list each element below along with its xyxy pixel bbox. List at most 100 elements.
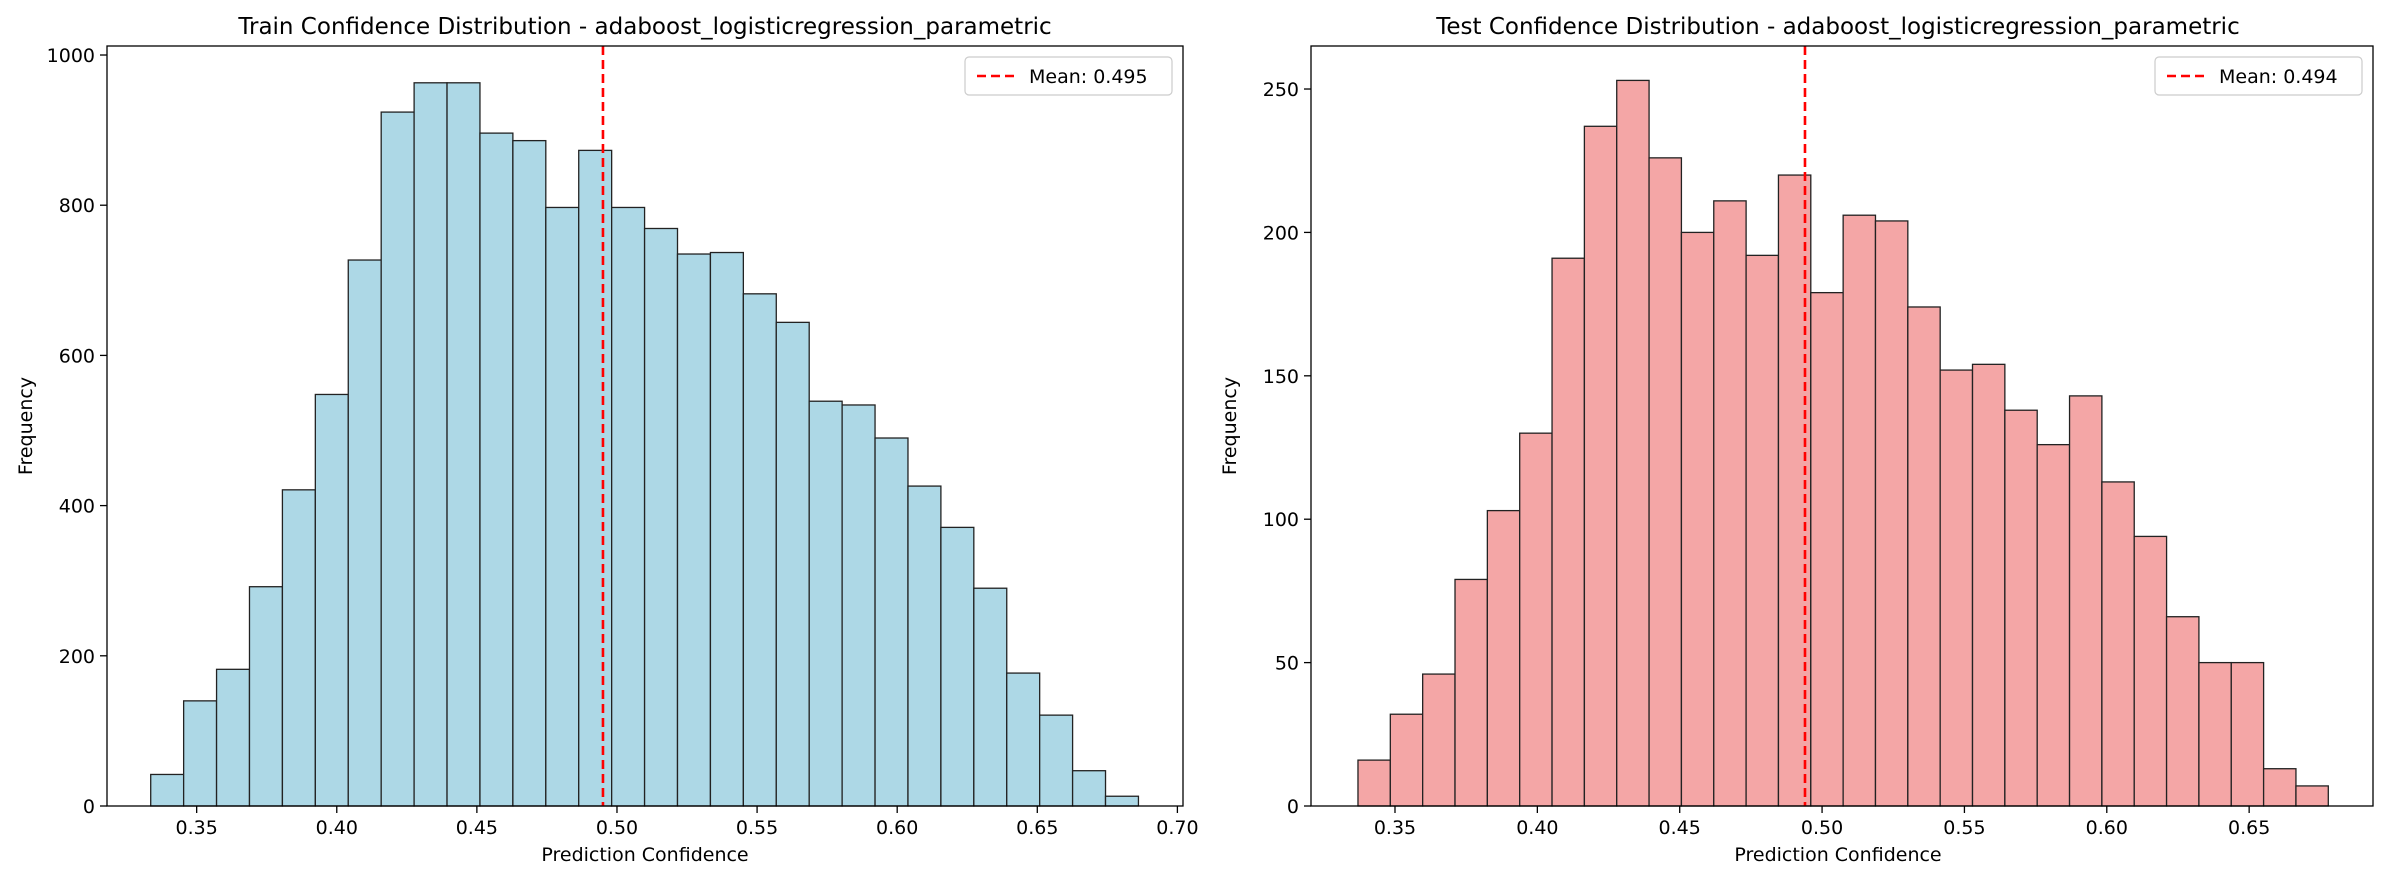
test-x-ticks: 0.35 0.40 0.45 0.50 0.55 0.60 0.65	[1374, 806, 2270, 839]
test-legend-box	[2154, 56, 2363, 96]
train-bar	[479, 132, 514, 807]
test-y-tick-label: 0	[1287, 796, 1299, 818]
test-bar	[1454, 578, 1489, 807]
test-legend: Mean: 0.494	[2154, 56, 2363, 96]
train-bar	[545, 206, 580, 807]
train-bar	[413, 82, 448, 807]
train-bar	[907, 485, 942, 807]
train-y-ticks: 0 200 400 600 800 1000	[47, 45, 107, 818]
test-bar	[1713, 200, 1747, 807]
test-y-tick-label: 250	[1263, 79, 1299, 101]
train-bar	[281, 489, 316, 807]
test-bar	[1389, 713, 1424, 807]
test-bar	[1551, 257, 1586, 807]
test-x-tick-label: 0.60	[2086, 817, 2128, 839]
train-bar	[446, 82, 481, 807]
train-legend-label: Mean: 0.495	[1029, 66, 1148, 88]
test-bar	[1648, 157, 1683, 807]
train-bar	[150, 773, 185, 807]
test-x-tick-label: 0.50	[1801, 817, 1843, 839]
train-bar	[1104, 795, 1140, 807]
test-bar	[1583, 125, 1618, 807]
train-bar	[940, 526, 975, 807]
train-x-tick-label: 0.60	[876, 817, 918, 839]
train-y-tick-label: 400	[59, 496, 95, 518]
test-bar	[2036, 443, 2071, 807]
train-bar	[742, 293, 777, 807]
test-bar	[2165, 616, 2200, 807]
test-y-tick-label: 150	[1263, 366, 1299, 388]
train-x-tick-label: 0.50	[596, 817, 638, 839]
train-chart-title: Train Confidence Distribution - adaboost…	[237, 14, 1051, 40]
test-x-tick-label: 0.40	[1516, 817, 1558, 839]
test-x-tick-label: 0.35	[1374, 817, 1416, 839]
train-x-tick-label: 0.55	[736, 817, 778, 839]
test-legend-label: Mean: 0.494	[2219, 66, 2338, 88]
train-x-ticks: 0.35 0.40 0.45 0.50 0.55 0.60 0.65 0.70	[176, 806, 1199, 839]
train-bar	[676, 253, 712, 807]
train-bar	[775, 321, 810, 807]
train-x-axis-label: Prediction Confidence	[541, 844, 748, 866]
test-bar	[1810, 291, 1844, 807]
test-y-tick-label: 50	[1275, 653, 1299, 675]
test-bar	[1842, 214, 1877, 807]
test-bar	[1777, 174, 1812, 807]
test-x-tick-label: 0.55	[1943, 817, 1985, 839]
train-plot-frame	[106, 45, 1184, 807]
train-bar	[841, 404, 876, 807]
train-y-tick-label: 800	[59, 195, 95, 217]
train-bar	[808, 400, 843, 807]
test-bar	[2198, 661, 2232, 807]
test-bar	[1874, 220, 1909, 807]
train-bar	[347, 259, 382, 807]
train-bar	[643, 227, 679, 807]
test-bar	[1680, 231, 1715, 807]
train-bar	[314, 393, 349, 807]
test-x-axis-label: Prediction Confidence	[1734, 844, 1941, 866]
test-bar	[2133, 535, 2168, 807]
test-chart: Test Confidence Distribution - adaboost_…	[1219, 14, 2374, 866]
train-y-tick-label: 200	[59, 646, 95, 668]
train-bar	[1071, 770, 1107, 807]
test-bars	[1357, 79, 2329, 807]
train-bar	[1039, 714, 1074, 807]
test-bar	[1616, 79, 1650, 807]
train-bar	[1006, 672, 1041, 807]
test-chart-title: Test Confidence Distribution - adaboost_…	[1435, 14, 2239, 40]
test-bar	[2230, 661, 2265, 807]
test-plot-frame	[1310, 45, 2374, 807]
test-y-ticks: 0 50 100 150 200 250	[1263, 79, 1311, 818]
train-bars	[150, 82, 1140, 807]
test-bar	[2068, 395, 2103, 807]
train-y-axis-label: Frequency	[15, 377, 37, 475]
train-x-tick-label: 0.40	[316, 817, 358, 839]
train-x-tick-label: 0.65	[1016, 817, 1058, 839]
train-bar	[182, 700, 218, 807]
test-bar	[1745, 254, 1780, 807]
test-bar	[2101, 481, 2135, 807]
train-y-tick-label: 0	[83, 796, 95, 818]
train-y-tick-label: 1000	[47, 45, 95, 67]
train-x-tick-label: 0.45	[456, 817, 498, 839]
train-bar	[512, 139, 547, 807]
train-bar	[973, 587, 1008, 807]
test-y-axis-label: Frequency	[1219, 377, 1241, 475]
test-bar	[1907, 306, 1941, 807]
train-x-tick-label: 0.70	[1156, 817, 1198, 839]
test-bar	[2295, 785, 2329, 807]
train-chart: Train Confidence Distribution - adaboost…	[15, 14, 1199, 866]
test-x-tick-label: 0.45	[1659, 817, 1701, 839]
test-bar	[1357, 759, 1391, 807]
train-legend: Mean: 0.495	[964, 56, 1173, 96]
test-x-tick-label: 0.65	[2228, 817, 2270, 839]
test-bar	[1422, 673, 1456, 807]
test-bar	[2004, 409, 2038, 807]
test-bar	[1971, 363, 2006, 807]
train-bar	[611, 206, 646, 807]
train-x-tick-label: 0.35	[176, 817, 218, 839]
test-bar	[2262, 768, 2297, 807]
train-bar	[578, 149, 613, 807]
train-bar	[380, 111, 415, 807]
train-bar	[709, 251, 745, 807]
